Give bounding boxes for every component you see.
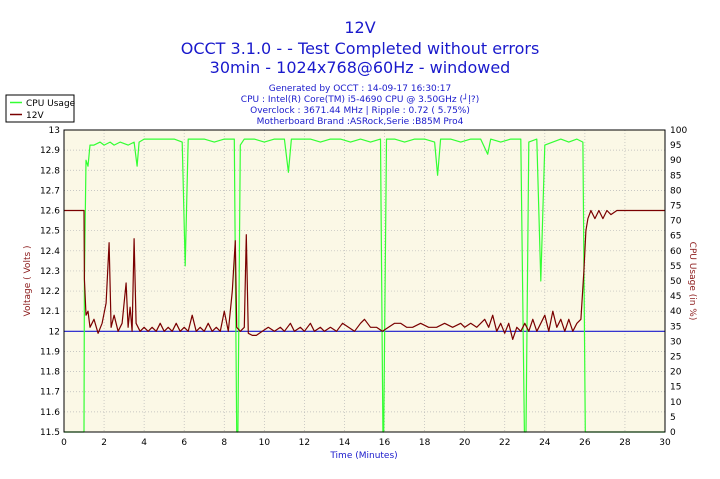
y-tick-label: 12.3 [40,267,60,277]
y2-tick-label: 45 [670,292,681,302]
y2-tick-label: 35 [670,322,681,332]
x-tick-label: 10 [259,438,271,448]
y-tick-label: 12.7 [40,186,60,196]
y-tick-label: 11.5 [40,428,60,438]
tick-labels: 0 2 4 6 8 10 12 14 16 18 20 22 24 26 28 3011.511.611.71… [40,126,687,448]
chart-title: 12V [344,18,375,37]
x-tick-label: 30 [659,438,671,448]
x-tick-label: 6 [181,438,187,448]
x-tick-label: 14 [339,438,351,448]
x-tick-label: 12 [299,438,310,448]
y2-tick-label: 65 [670,232,681,242]
y2-tick-label: 70 [670,217,682,227]
y2-tick-label: 75 [670,202,681,212]
series-line-12v [64,209,665,340]
y-tick-label: 12.9 [40,146,60,156]
chart-subtitle-config: 30min - 1024x768@60Hz - windowed [210,58,511,77]
legend-box [5,94,75,123]
series-line-cpu-usage [64,138,665,433]
y2-tick-label: 50 [670,277,682,287]
y-tick-label: 11.6 [40,408,60,418]
y2-tick-label: 60 [670,247,682,257]
series-group [64,138,665,433]
info-motherboard: Motherboard Brand :ASRock,Serie :B85M Pr… [257,117,464,127]
x-tick-label: 28 [619,438,631,448]
info-overclock: Overclock : 3671.44 MHz | Ripple : 0.72 … [250,106,470,116]
y2-tick-label: 95 [670,141,681,151]
y2-tick-label: 85 [670,171,681,181]
y2-tick-label: 10 [670,398,682,408]
y-tick-label: 11.8 [40,368,60,378]
y2-tick-label: 30 [670,337,682,347]
y2-tick-label: 80 [670,186,682,196]
y-tick-label: 12.5 [40,227,60,237]
plot-area [64,130,665,432]
x-tick-label: 20 [459,438,471,448]
x-axis-label: Time (Minutes) [329,451,397,461]
y2-tick-label: 25 [670,353,681,363]
x-tick-label: 18 [419,438,431,448]
legend: CPU Usage 12V [5,94,76,123]
y2-tick-label: 5 [670,413,676,423]
info-cpu: CPU : Intel(R) Core(TM) i5-4690 CPU @ 3.… [241,93,479,105]
y-tick-label: 12 [49,327,60,337]
y2-axis-label: CPU Usage (in %) [687,242,697,321]
chart-subtitle-status: OCCT 3.1.0 - - Test Completed without er… [181,39,540,58]
y2-tick-label: 90 [670,156,682,166]
y-tick-label: 12.2 [40,287,60,297]
legend-label-12v: 12V [26,111,44,121]
y-tick-label: 11.7 [40,388,60,398]
x-tick-label: 24 [539,438,551,448]
y-tick-label: 11.9 [40,347,60,357]
y2-tick-label: 15 [670,383,681,393]
info-generated: Generated by OCCT : 14-09-17 16:30:17 [269,84,452,94]
plot-frame [63,129,666,433]
y2-tick-label: 55 [670,262,681,272]
y2-tick-label: 40 [670,307,682,317]
legend-label-cpu: CPU Usage [26,99,76,109]
y2-tick-label: 100 [670,126,687,136]
y-tick-label: 12.6 [40,207,60,217]
y-tick-label: 13 [49,126,60,136]
y-tick-label: 12.8 [40,166,60,176]
x-tick-label: 8 [221,438,227,448]
x-tick-label: 26 [579,438,591,448]
x-tick-label: 16 [379,438,391,448]
y2-tick-label: 0 [670,428,676,438]
x-tick-label: 0 [61,438,67,448]
y-tick-label: 12.1 [40,307,60,317]
x-tick-label: 22 [499,438,510,448]
y-axis-label: Voltage ( Volts ) [23,245,33,316]
y-tick-label: 12.4 [40,247,60,257]
x-tick-label: 2 [101,438,107,448]
x-tick-label: 4 [141,438,147,448]
y2-tick-label: 20 [670,368,682,378]
